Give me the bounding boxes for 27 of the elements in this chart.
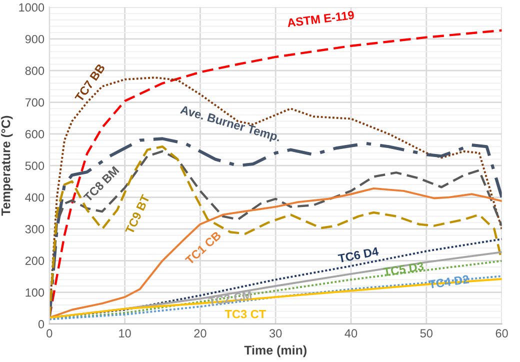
x-tick-label: 30 — [269, 329, 282, 338]
text: TC6 D4 — [338, 246, 380, 263]
y-tick-label: 300 — [25, 225, 44, 234]
text: TC8 BM — [83, 166, 120, 202]
text: TC1 CB — [184, 230, 222, 266]
x-tick-label: 40 — [344, 329, 358, 338]
y-tick-label: 200 — [25, 256, 44, 266]
y-tick-label: 100 — [26, 288, 44, 297]
y-tick-label: 900 — [25, 34, 44, 44]
x-axis-title: Time (min) — [244, 345, 306, 358]
text: TC9 BT — [124, 194, 150, 235]
series-label: TC3 CT — [224, 310, 266, 318]
y-tick-label: 400 — [25, 193, 44, 202]
text: Ave. Burner Temp. — [179, 105, 281, 144]
y-tick-label: 600 — [25, 130, 44, 138]
y-tick-label: 700 — [25, 98, 44, 107]
y-tick-label: 1000 — [19, 3, 44, 12]
x-tick-label: 20 — [194, 329, 206, 338]
x-tick-label: 60 — [496, 329, 508, 338]
x-tick-label: 50 — [420, 329, 433, 338]
text: ASTM E-119 — [286, 10, 354, 28]
y-tick-label: 800 — [25, 66, 44, 75]
x-tick-label: 10 — [119, 329, 131, 338]
x-tick-label: 0 — [46, 329, 52, 338]
y-axis-title: Temperature (°C) — [1, 116, 13, 216]
y-tick-label: 500 — [25, 162, 44, 170]
y-tick-label: 0 — [38, 320, 44, 328]
